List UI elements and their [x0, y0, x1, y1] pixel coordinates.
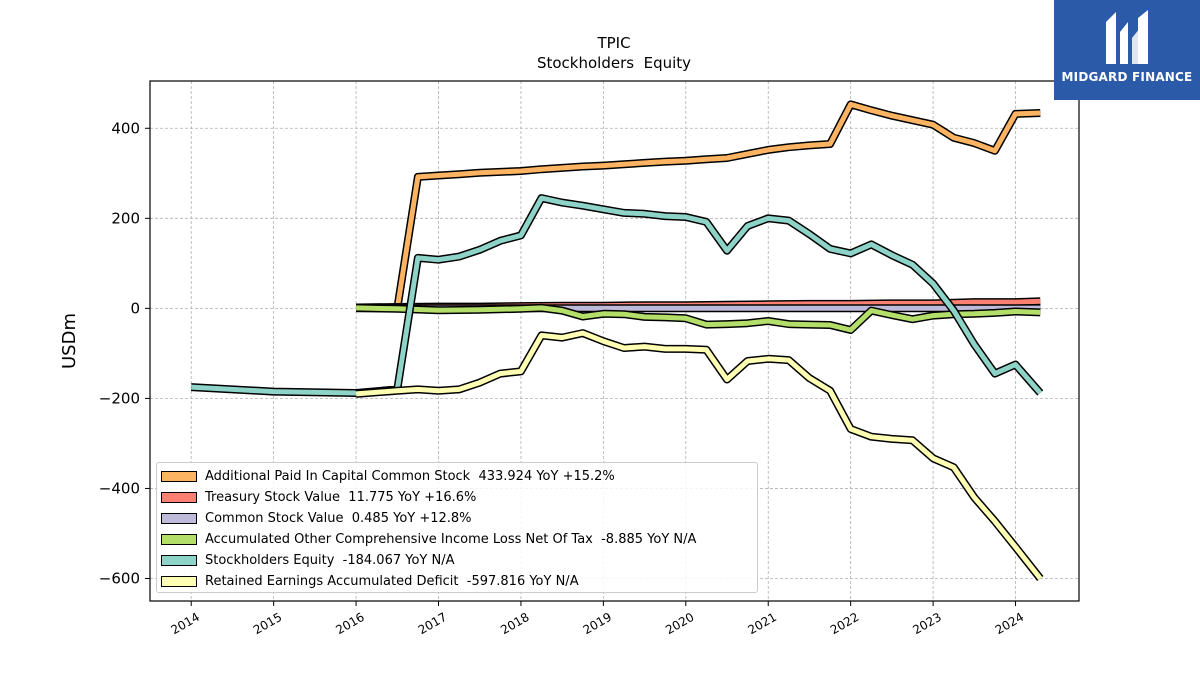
legend-label: Stockholders Equity -184.067 YoY N/A — [205, 553, 455, 568]
x-tick-label: 2020 — [663, 610, 696, 637]
y-tick-label: 0 — [130, 299, 140, 317]
series-line-5 — [355, 330, 1043, 581]
x-tick-label: 2024 — [993, 610, 1026, 637]
legend-entry: Retained Earnings Accumulated Deficit -5… — [161, 571, 757, 592]
legend-label: Additional Paid In Capital Common Stock … — [205, 469, 615, 484]
series-line-0 — [394, 101, 1041, 309]
x-axis: 2014 2015 2016 2017 2018 2019 2020 2021 2022 2023… — [168, 601, 1026, 637]
x-tick-label: 2022 — [828, 610, 861, 637]
x-tick-label: 2015 — [251, 610, 284, 637]
brand-logo: MIDGARD FINANCE — [1054, 0, 1200, 100]
y-tick-label: −200 — [99, 389, 140, 407]
legend-label: Accumulated Other Comprehensive Income L… — [205, 532, 697, 547]
chart-subtitle: Stockholders Equity — [537, 54, 691, 72]
x-tick-label: 2019 — [581, 610, 614, 637]
legend-entry: Stockholders Equity -184.067 YoY N/A — [161, 550, 757, 571]
legend-label: Common Stock Value 0.485 YoY +12.8% — [205, 511, 472, 526]
chart-title: TPIC — [596, 34, 630, 52]
y-axis: 400 200 0 −200 −400 −600 — [99, 119, 150, 587]
x-tick-label: 2017 — [416, 610, 449, 637]
legend-swatch — [161, 492, 197, 503]
plot-frame — [149, 80, 1080, 602]
series-line-outline-0 — [393, 100, 1041, 310]
legend-label: Retained Earnings Accumulated Deficit -5… — [205, 574, 579, 589]
x-tick-label: 2014 — [168, 610, 201, 637]
y-tick-label: 200 — [111, 209, 140, 227]
y-tick-label: −400 — [99, 479, 140, 497]
series-layer — [190, 100, 1044, 581]
midgard-m-logo-icon — [1106, 10, 1148, 64]
series-line-outline-4 — [190, 194, 1044, 397]
y-tick-label: 400 — [111, 119, 140, 137]
legend-swatch — [161, 534, 197, 545]
legend-label: Treasury Stock Value 11.775 YoY +16.6% — [205, 490, 477, 505]
legend-entry: Treasury Stock Value 11.775 YoY +16.6% — [161, 487, 757, 508]
series-line-3 — [356, 305, 1041, 333]
grid — [150, 81, 1079, 601]
legend-swatch — [161, 555, 197, 566]
legend-swatch — [161, 471, 197, 482]
legend-entry: Additional Paid In Capital Common Stock … — [161, 466, 757, 487]
legend-swatch — [161, 513, 197, 524]
x-tick-label: 2016 — [333, 610, 366, 637]
legend-entry: Common Stock Value 0.485 YoY +12.8% — [161, 508, 757, 529]
legend: Additional Paid In Capital Common Stock … — [156, 462, 758, 593]
legend-entry: Accumulated Other Comprehensive Income L… — [161, 529, 757, 550]
legend-swatch — [161, 576, 197, 587]
brand-name: MIDGARD FINANCE — [1061, 70, 1193, 84]
x-tick-label: 2023 — [910, 610, 943, 637]
x-tick-label: 2021 — [746, 610, 779, 637]
y-tick-label: −600 — [99, 569, 140, 587]
x-tick-label: 2018 — [498, 610, 531, 637]
y-axis-label: USDm — [59, 313, 80, 369]
series-line-4 — [191, 195, 1043, 396]
